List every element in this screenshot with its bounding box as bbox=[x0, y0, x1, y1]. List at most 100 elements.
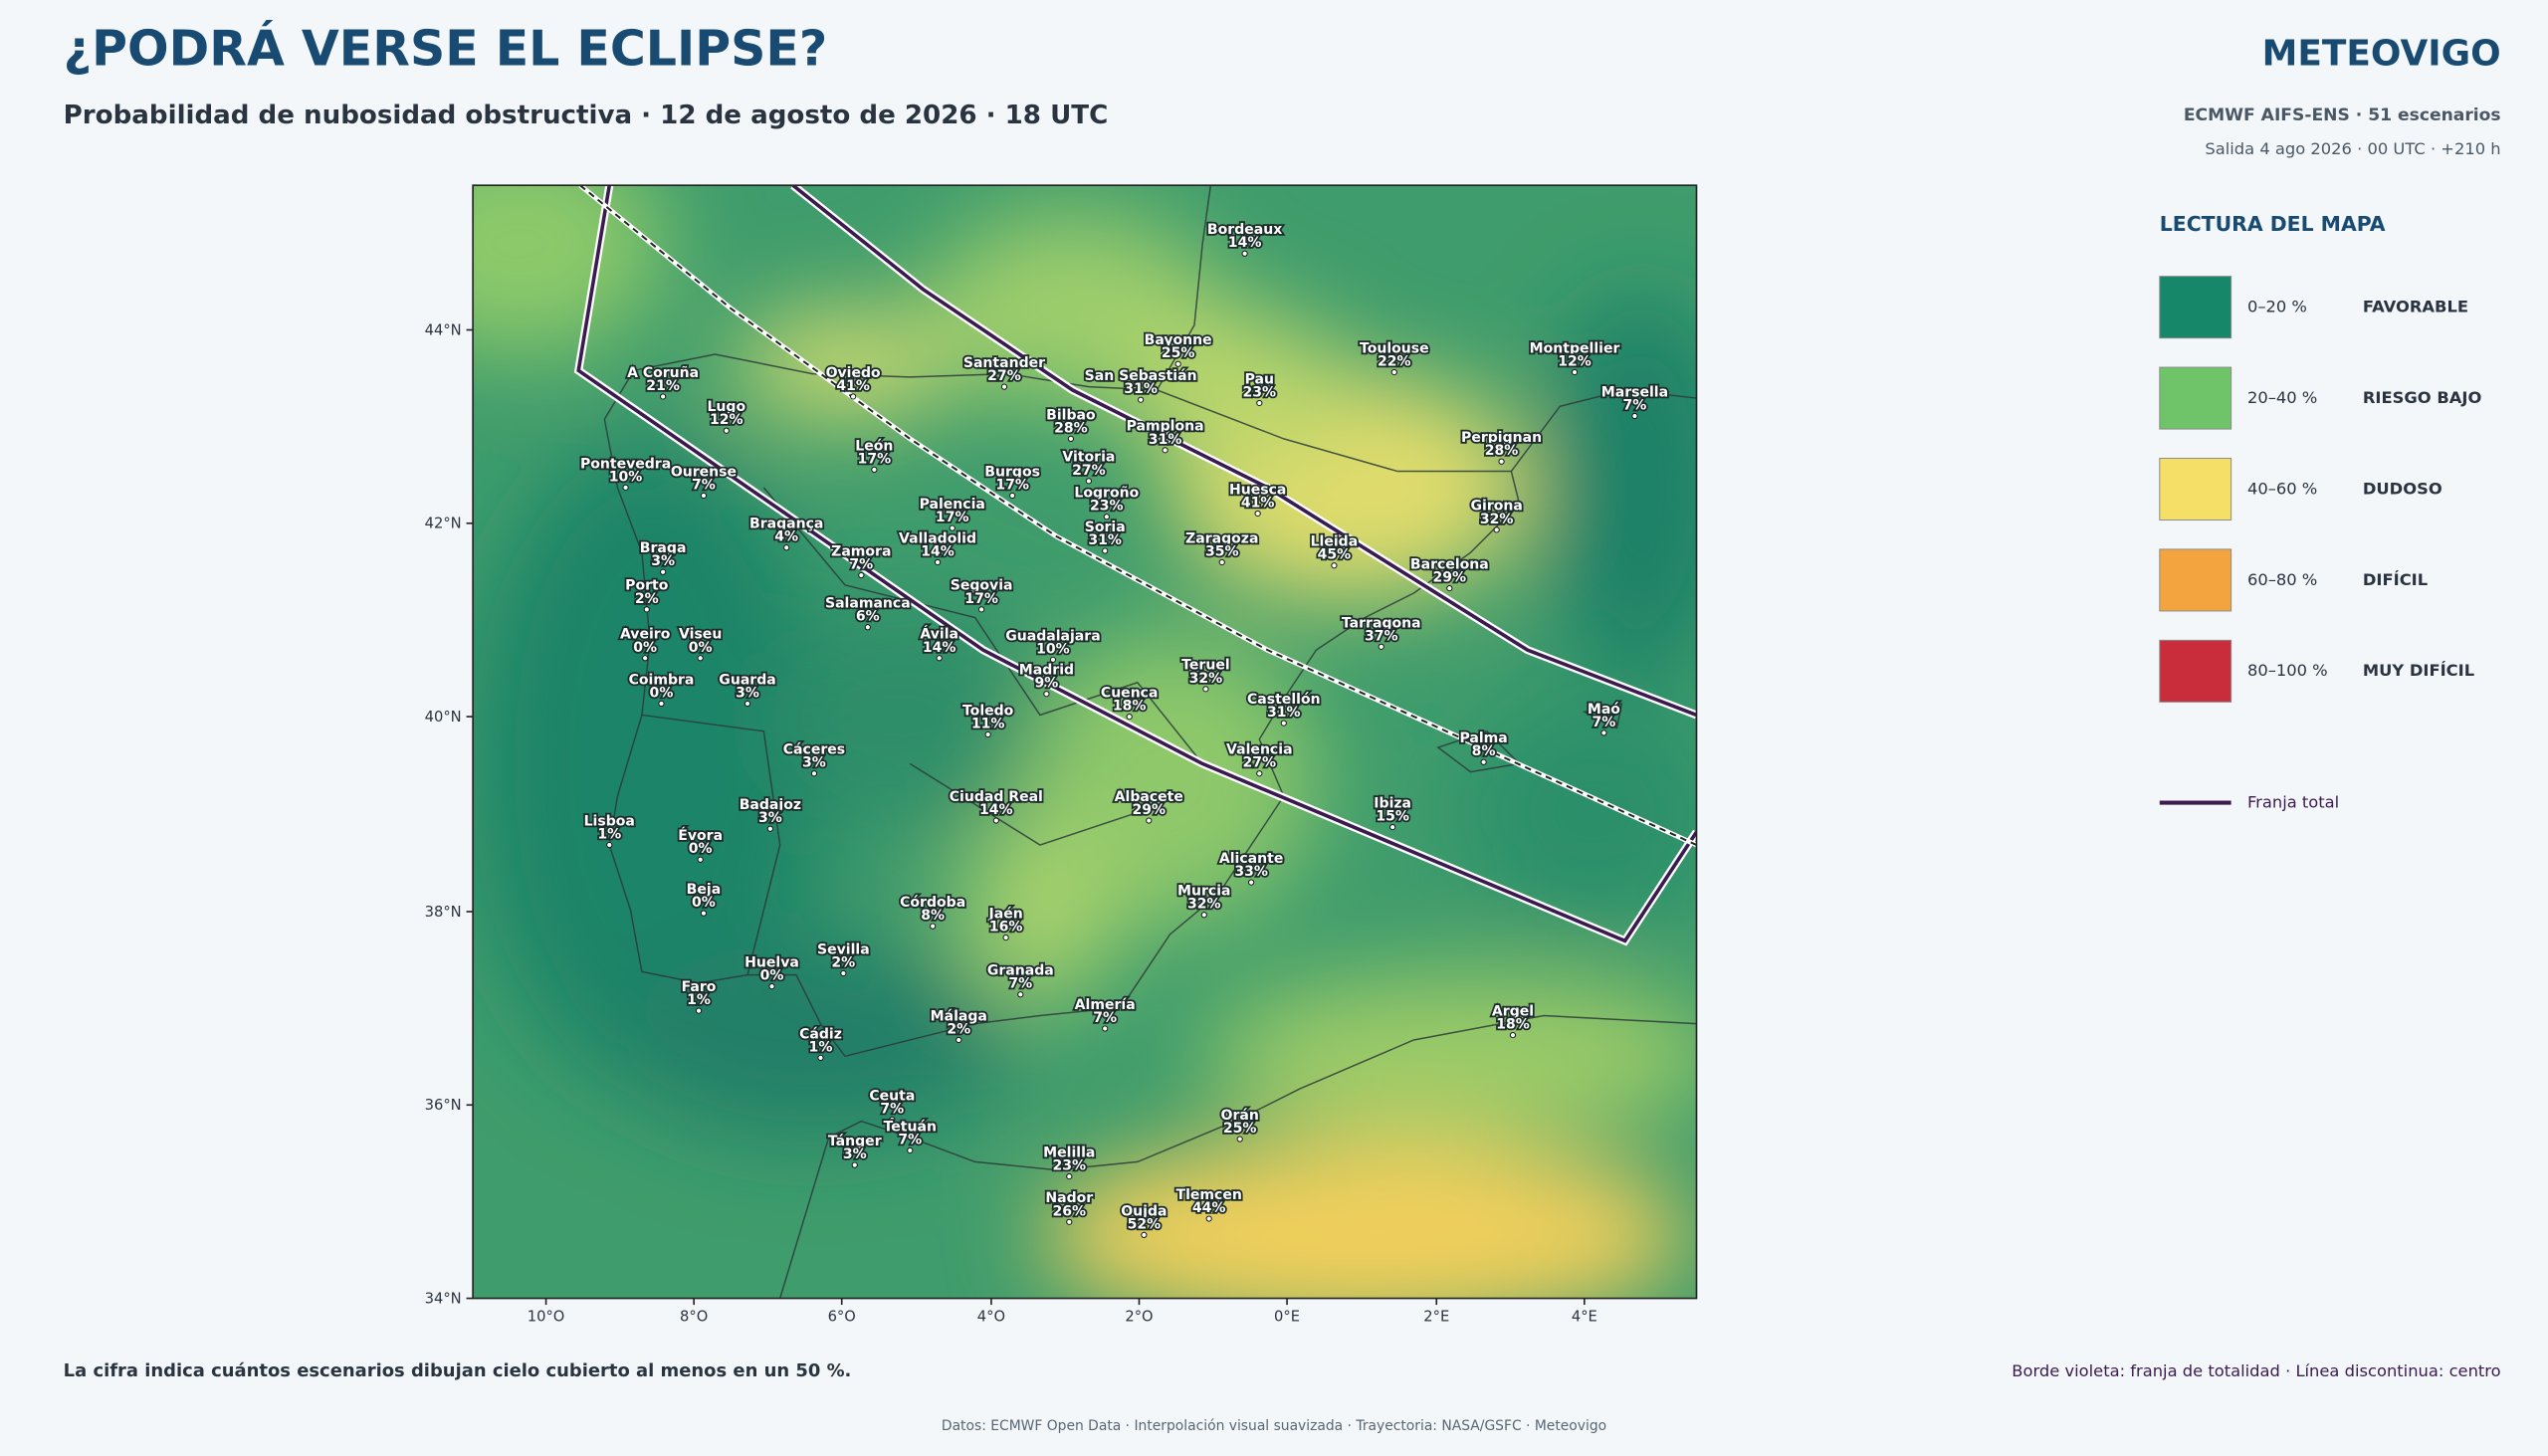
legend-label: FAVORABLE bbox=[2363, 298, 2468, 316]
city-dot bbox=[1236, 1136, 1243, 1143]
city-name: Murcia bbox=[1177, 884, 1230, 900]
city-value: 12% bbox=[710, 412, 743, 428]
city-value: 17% bbox=[858, 451, 892, 467]
city-dot bbox=[700, 492, 708, 500]
city-dot bbox=[783, 544, 790, 551]
city-name: Toulouse bbox=[1360, 340, 1429, 356]
lat-label: 42°N bbox=[425, 516, 462, 532]
city-value: 1% bbox=[597, 827, 621, 843]
city-dot bbox=[934, 558, 942, 566]
city-dot bbox=[1049, 656, 1057, 664]
city-dot bbox=[1389, 823, 1396, 831]
city-name: Cádiz bbox=[799, 1026, 842, 1042]
model-info: ECMWF AIFS-ENS · 51 escenarios bbox=[2184, 105, 2501, 125]
city-name: A Coruña bbox=[627, 365, 699, 381]
city-name: Sevilla bbox=[817, 941, 870, 957]
city-value: 14% bbox=[979, 802, 1013, 818]
city-name: Orán bbox=[1221, 1108, 1259, 1124]
legend-range: 60–80 % bbox=[2247, 570, 2317, 589]
city-value: 29% bbox=[1132, 802, 1166, 818]
city-name: Tlemcen bbox=[1176, 1187, 1242, 1203]
city-value: 7% bbox=[849, 557, 873, 573]
city-dot bbox=[1017, 991, 1024, 998]
city-value: 0% bbox=[760, 968, 784, 984]
city-name: Bordeaux bbox=[1207, 222, 1282, 238]
city-dot bbox=[606, 841, 613, 849]
city-dot bbox=[1002, 935, 1009, 941]
city-name: Coimbra bbox=[629, 672, 695, 688]
city-dot bbox=[1066, 1218, 1073, 1225]
city-value: 1% bbox=[687, 992, 711, 1008]
city-dot bbox=[850, 393, 857, 400]
city-dot bbox=[1146, 817, 1153, 824]
city-dot bbox=[1200, 912, 1207, 919]
city-value: 8% bbox=[921, 908, 945, 924]
legend-line-label: Franja total bbox=[2247, 792, 2339, 811]
city-dot bbox=[1067, 435, 1075, 442]
lon-label: 2°E bbox=[1423, 1308, 1449, 1325]
city-value: 32% bbox=[1189, 671, 1223, 687]
city-name: Zaragoza bbox=[1185, 530, 1258, 546]
city-value: 31% bbox=[1149, 432, 1182, 448]
city-dot bbox=[1103, 514, 1110, 520]
city-value: 41% bbox=[1241, 495, 1275, 511]
city-value: 3% bbox=[843, 1146, 867, 1162]
city-name: León bbox=[855, 438, 893, 454]
lon-label: 4°E bbox=[1572, 1308, 1597, 1325]
city-value: 18% bbox=[1496, 1017, 1530, 1033]
city-dot bbox=[622, 484, 629, 491]
city-value: 14% bbox=[921, 543, 955, 559]
city-dot bbox=[810, 770, 818, 777]
city-name: Alicante bbox=[1219, 851, 1283, 867]
city-dot bbox=[907, 1146, 914, 1154]
city-dot bbox=[1202, 686, 1209, 693]
legend-swatch bbox=[2159, 548, 2232, 612]
city-value: 7% bbox=[880, 1101, 904, 1117]
city-value: 29% bbox=[1433, 570, 1467, 586]
city-dot bbox=[1085, 478, 1092, 485]
city-dot bbox=[1493, 526, 1500, 533]
city-name: Pau bbox=[1245, 371, 1274, 387]
legend-label: DUDOSO bbox=[2363, 479, 2442, 498]
city-name: Tarragona bbox=[1342, 615, 1421, 631]
city-value: 27% bbox=[1243, 755, 1277, 771]
city-name: Valencia bbox=[1226, 742, 1292, 758]
city-dot bbox=[697, 655, 704, 662]
city-dot bbox=[984, 730, 991, 738]
city-value: 41% bbox=[836, 378, 870, 394]
city-dot bbox=[1241, 250, 1248, 257]
city-value: 14% bbox=[1228, 235, 1262, 251]
city-dot bbox=[840, 969, 847, 977]
run-info: Salida 4 ago 2026 · 00 UTC · +210 h bbox=[2205, 139, 2500, 158]
city-dot bbox=[978, 606, 985, 613]
city-dot bbox=[992, 817, 999, 824]
city-name: Córdoba bbox=[900, 895, 965, 911]
city-name: Jaén bbox=[988, 907, 1023, 923]
